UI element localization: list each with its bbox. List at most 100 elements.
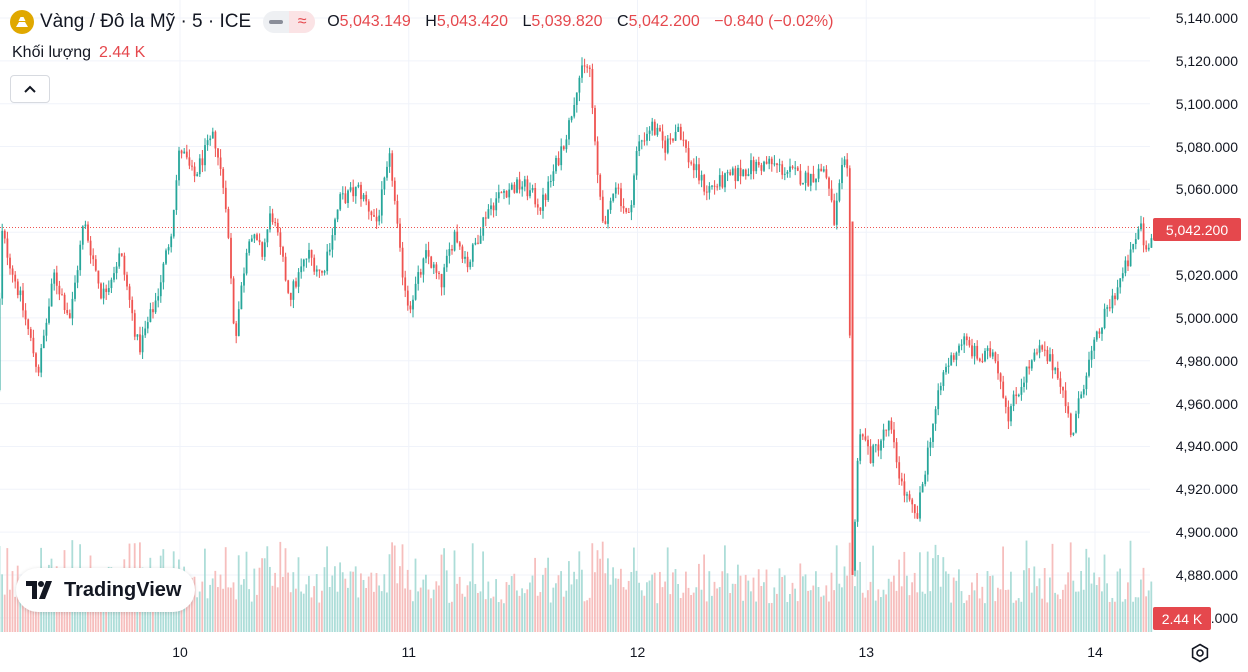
- candle-body: [3, 230, 6, 239]
- volume-bar: [578, 551, 581, 632]
- volume-bar: [926, 551, 929, 632]
- volume-bar: [744, 574, 747, 632]
- x-tick-label: 14: [1087, 644, 1103, 660]
- open-label: O: [327, 13, 340, 30]
- candle-body: [867, 439, 869, 447]
- volume-bar: [614, 578, 617, 632]
- volume-bar: [846, 575, 848, 632]
- candle-body: [269, 213, 271, 230]
- volume-bar: [1111, 597, 1114, 632]
- volume-bar: [443, 548, 445, 632]
- candle-body: [921, 484, 924, 493]
- candle-body: [74, 282, 76, 299]
- volume-bar: [193, 576, 196, 632]
- volume-bar: [869, 581, 872, 632]
- volume-bar: [789, 593, 791, 632]
- candle-body: [835, 200, 838, 225]
- volume-bar: [352, 571, 354, 632]
- candle-body: [666, 138, 669, 153]
- candle-body: [1114, 295, 1116, 300]
- volume-bar: [552, 587, 555, 632]
- candle-body: [677, 126, 680, 132]
- minus-icon[interactable]: [263, 11, 289, 33]
- volume-bar: [596, 550, 599, 632]
- candle-body: [55, 272, 58, 286]
- candle-body: [27, 319, 30, 330]
- volume-bar: [542, 574, 544, 632]
- candle-body: [435, 264, 438, 273]
- candle-body: [274, 222, 277, 224]
- candle-body: [614, 187, 617, 194]
- volume-bar: [510, 576, 513, 632]
- volume-bar: [1098, 577, 1101, 632]
- volume-bar: [185, 595, 188, 632]
- volume-bar: [895, 590, 898, 632]
- candle-body: [609, 200, 612, 210]
- volume-bar: [500, 599, 503, 632]
- volume-bar: [778, 568, 781, 632]
- candle-body: [864, 436, 867, 440]
- volume-bar: [900, 586, 903, 632]
- candle-body: [997, 361, 999, 374]
- candle-body: [443, 267, 446, 288]
- approx-icon[interactable]: ≈: [289, 11, 316, 33]
- volume-bar: [196, 597, 198, 632]
- candle-body: [412, 299, 414, 310]
- volume-bar: [1080, 570, 1082, 632]
- volume-bar: [976, 573, 978, 632]
- candle-body: [1085, 375, 1088, 390]
- collapse-legend-button[interactable]: [10, 75, 50, 103]
- volume-bar: [997, 587, 999, 632]
- candle-body: [1049, 354, 1051, 362]
- volume-bar: [716, 588, 718, 632]
- tradingview-logo[interactable]: TradingView: [16, 568, 196, 612]
- volume-bar: [292, 572, 295, 632]
- volume-bar: [1007, 589, 1010, 632]
- volume-bar: [310, 597, 313, 632]
- candle-body: [14, 274, 17, 282]
- candle-body: [971, 345, 973, 357]
- volume-bar: [666, 547, 669, 632]
- candle-body: [48, 306, 50, 323]
- candle-body: [92, 255, 95, 260]
- candle-body: [235, 323, 238, 336]
- candle-body: [552, 171, 555, 182]
- candle-body: [469, 261, 472, 268]
- volume-bar: [1140, 579, 1142, 632]
- symbol-title[interactable]: Vàng / Đô la Mỹ · 5 · ICE: [40, 11, 252, 32]
- candle-body: [141, 335, 144, 353]
- y-tick-label: 4,920.000: [1175, 481, 1238, 498]
- candle-body: [396, 200, 399, 224]
- volume-bar: [700, 589, 703, 632]
- candle-body: [783, 173, 786, 175]
- volume-bar: [557, 575, 560, 632]
- candle-body: [180, 150, 183, 154]
- volume-bar: [1012, 602, 1015, 632]
- settings-icon[interactable]: [1187, 640, 1213, 666]
- candle-body: [193, 166, 196, 177]
- candle-body: [284, 256, 287, 281]
- candle-body: [760, 165, 763, 171]
- volume-bar: [1088, 557, 1090, 632]
- candle-body: [690, 162, 693, 164]
- candle-body: [120, 253, 123, 256]
- candle-body: [289, 292, 292, 300]
- volume-bar: [786, 602, 789, 632]
- candle-body: [960, 344, 963, 346]
- chart-style-toggle[interactable]: ≈: [263, 11, 316, 33]
- volume-bar: [812, 585, 815, 632]
- candle-body: [474, 242, 477, 245]
- candle-body: [583, 65, 586, 67]
- candle-body: [97, 270, 100, 284]
- candle-body: [1064, 390, 1067, 407]
- candle-body: [196, 174, 199, 177]
- volume-bar: [386, 592, 388, 632]
- volume-bar: [555, 583, 557, 632]
- volume-bar: [1093, 572, 1095, 632]
- volume-bar: [653, 572, 656, 632]
- volume-bar: [1147, 590, 1150, 632]
- candle-body: [575, 92, 578, 105]
- candle-body: [438, 272, 440, 275]
- candle-body: [375, 216, 378, 222]
